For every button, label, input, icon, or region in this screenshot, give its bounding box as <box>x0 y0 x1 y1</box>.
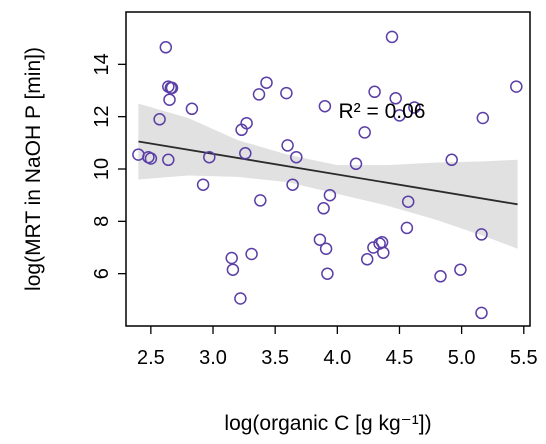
data-point <box>260 76 273 89</box>
data-point <box>162 153 175 167</box>
x-tick-label: 4.0 <box>323 347 351 369</box>
x-tick-label: 3.0 <box>199 347 227 369</box>
x-tick-label: 5.0 <box>448 347 476 369</box>
data-point <box>321 267 334 280</box>
data-point <box>240 116 253 130</box>
data-point <box>377 246 390 259</box>
y-tick-label: 14 <box>91 53 113 75</box>
x-tick-label: 2.5 <box>137 347 165 369</box>
data-point <box>358 126 371 139</box>
data-point <box>239 147 252 160</box>
data-point <box>163 93 176 106</box>
data-point <box>159 41 173 54</box>
data-point <box>317 202 330 215</box>
data-point <box>408 101 421 114</box>
y-tick-label: 6 <box>91 268 113 279</box>
data-point <box>389 92 402 105</box>
regression-line <box>138 140 518 206</box>
y-axis: 6 8 10 12 14 <box>91 53 126 279</box>
data-point <box>476 111 490 125</box>
data-point <box>368 85 381 99</box>
x-tick-label: 4.5 <box>386 347 414 369</box>
data-point <box>349 157 363 171</box>
data-point <box>318 99 332 113</box>
data-point <box>280 86 293 100</box>
x-axis: 2.5 3.0 3.5 4.0 4.5 5.0 5.5 <box>137 326 538 369</box>
data-point <box>234 292 247 305</box>
data-point <box>475 306 488 320</box>
y-tick-label: 8 <box>91 216 113 227</box>
data-point <box>454 263 467 276</box>
data-point <box>290 150 303 164</box>
data-point <box>510 80 523 93</box>
data-point <box>196 178 210 191</box>
data-point <box>286 178 299 191</box>
data-point <box>225 251 238 265</box>
data-point <box>203 150 216 164</box>
data-point <box>281 139 294 152</box>
data-point <box>313 233 327 246</box>
data-point <box>401 195 415 208</box>
data-point <box>319 242 333 256</box>
data-point <box>360 253 374 266</box>
data-point <box>252 88 266 101</box>
data-point <box>153 113 166 126</box>
data-point <box>475 228 488 241</box>
regression-line-layer <box>138 140 518 206</box>
x-tick-label: 3.5 <box>261 347 289 369</box>
data-point <box>385 30 399 44</box>
data-points-layer <box>132 30 523 320</box>
r-squared-annotation: R² = 0.06 <box>339 100 426 123</box>
data-point <box>162 80 175 93</box>
data-point <box>226 263 240 276</box>
x-tick-label: 5.5 <box>510 347 538 369</box>
data-point <box>400 221 414 235</box>
data-point <box>434 270 447 283</box>
y-axis-title: log(MRT in NaOH P [min]) <box>22 47 45 291</box>
data-point <box>254 194 267 207</box>
data-point <box>323 188 337 202</box>
data-point <box>144 152 158 165</box>
data-point <box>185 102 199 116</box>
confidence-band <box>138 103 518 249</box>
data-point <box>245 247 258 261</box>
confidence-band-layer <box>138 103 518 249</box>
data-point <box>393 109 406 122</box>
y-tick-label: 12 <box>91 106 113 128</box>
data-point <box>445 153 458 167</box>
x-axis-title: log(organic C [g kg⁻¹]) <box>224 412 431 435</box>
y-tick-label: 10 <box>91 158 113 180</box>
